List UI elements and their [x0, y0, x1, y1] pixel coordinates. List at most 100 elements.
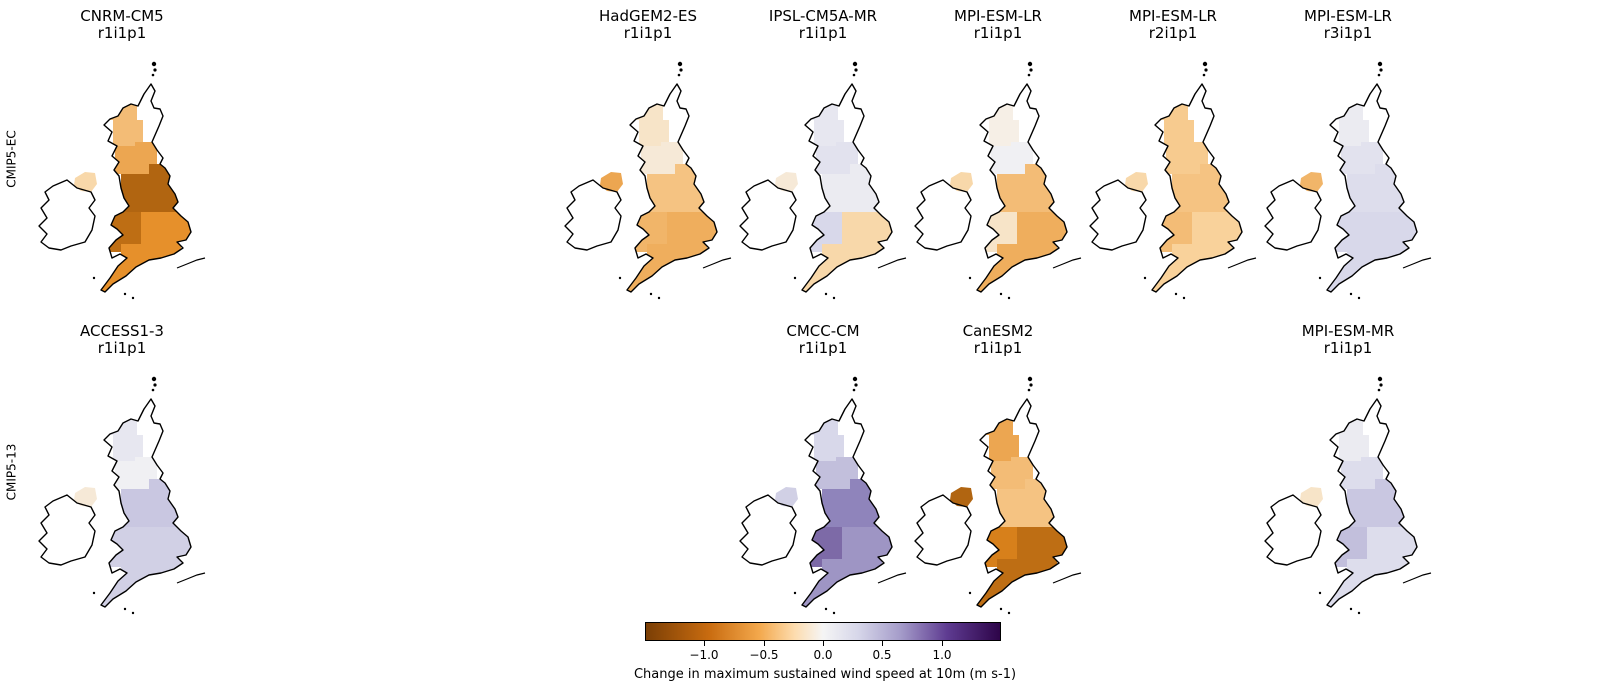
- island: [123, 607, 127, 611]
- ireland-coastline: [1089, 179, 1147, 251]
- grid-cell: [1339, 120, 1369, 146]
- uk-map: [739, 376, 907, 615]
- model-name: HadGEM2-ES: [599, 7, 697, 25]
- grid-cell: [814, 435, 844, 461]
- grid-cell: [141, 212, 191, 244]
- island: [832, 611, 836, 615]
- france-coastline: [1402, 257, 1432, 269]
- uk-map: [1089, 61, 1257, 300]
- island: [1379, 68, 1383, 72]
- model-name: CanESM2: [962, 322, 1034, 340]
- model-name: MPI-ESM-MR: [1301, 322, 1395, 340]
- panel-title: IPSL-CM5A-MR r1i1p1: [738, 8, 908, 42]
- island: [1027, 73, 1031, 77]
- island: [1143, 276, 1147, 280]
- map-panel: MPI-ESM-LR r2i1p1: [1088, 8, 1258, 301]
- island: [854, 383, 858, 387]
- island: [1377, 388, 1381, 392]
- island: [1007, 611, 1011, 615]
- island: [1202, 61, 1208, 67]
- island: [151, 73, 155, 77]
- island: [123, 292, 127, 296]
- island: [151, 61, 157, 67]
- panel-title: MPI-ESM-LR r3i1p1: [1263, 8, 1433, 42]
- run-name: r1i1p1: [798, 339, 848, 357]
- island: [618, 276, 622, 280]
- map-panel: MPI-ESM-LR r1i1p1: [913, 8, 1083, 301]
- britain-coastline: [801, 83, 893, 293]
- island: [1349, 292, 1353, 296]
- model-name: CMCC-CM: [786, 322, 860, 340]
- britain-coastline: [1326, 83, 1418, 293]
- france-coastline: [877, 572, 907, 584]
- run-name: r1i1p1: [1323, 339, 1373, 357]
- grid-cell: [1172, 174, 1200, 212]
- britain-coastline: [626, 83, 718, 293]
- island: [151, 376, 157, 382]
- island: [793, 591, 797, 595]
- run-name: r1i1p1: [973, 339, 1023, 357]
- island: [1318, 591, 1322, 595]
- grid-cell: [647, 174, 675, 212]
- island: [793, 276, 797, 280]
- panel-title: ACCESS1-3 r1i1p1: [37, 323, 207, 357]
- model-name: MPI-ESM-LR: [1304, 7, 1392, 25]
- island: [824, 292, 828, 296]
- grid-cell: [113, 120, 143, 146]
- grid-cell: [1367, 212, 1417, 244]
- uk-map: [1264, 376, 1432, 615]
- france-coastline: [877, 257, 907, 269]
- island: [1027, 376, 1033, 382]
- model-name: IPSL-CM5A-MR: [768, 7, 878, 25]
- grid-cell: [989, 435, 1019, 461]
- grid-cell: [141, 527, 191, 559]
- grid-cell: [1150, 258, 1190, 292]
- grid-cell: [1192, 212, 1242, 244]
- panel-title: MPI-ESM-MR r1i1p1: [1263, 323, 1433, 357]
- island: [1027, 61, 1033, 67]
- grid-cell: [1325, 258, 1365, 292]
- island: [852, 388, 856, 392]
- ireland-coastline: [739, 179, 797, 251]
- island: [999, 292, 1003, 296]
- panel-title: CanESM2 r1i1p1: [913, 323, 1083, 357]
- panel-title: HadGEM2-ES r1i1p1: [563, 8, 733, 42]
- map-panel: CMCC-CM r1i1p1: [738, 323, 908, 616]
- run-name: r1i1p1: [973, 24, 1023, 42]
- island: [1182, 296, 1186, 300]
- map-panel: ACCESS1-3 r1i1p1: [37, 323, 207, 616]
- france-coastline: [176, 257, 206, 269]
- map-panel: MPI-ESM-LR r3i1p1: [1263, 8, 1433, 301]
- uk-map: [38, 61, 206, 300]
- grid-cell: [99, 258, 139, 292]
- island: [824, 607, 828, 611]
- model-name: CNRM-CM5: [80, 7, 164, 25]
- island: [1027, 388, 1031, 392]
- france-coastline: [176, 572, 206, 584]
- grid-cell: [814, 120, 844, 146]
- island: [832, 296, 836, 300]
- uk-map: [564, 61, 732, 300]
- uk-map: [1264, 61, 1432, 300]
- island: [854, 68, 858, 72]
- grid-cell: [800, 573, 840, 607]
- island: [92, 591, 96, 595]
- island: [1029, 383, 1033, 387]
- island: [1204, 68, 1208, 72]
- grid-cell: [1164, 120, 1194, 146]
- run-name: r3i1p1: [1323, 24, 1373, 42]
- grid-cell: [975, 258, 1015, 292]
- uk-map: [739, 61, 907, 300]
- colorbar-tick-label: −0.5: [749, 648, 779, 662]
- island: [1377, 61, 1383, 67]
- grid-cell: [842, 527, 892, 559]
- grid-cell: [822, 489, 850, 527]
- map-panel: HadGEM2-ES r1i1p1: [563, 8, 733, 301]
- france-coastline: [1052, 257, 1082, 269]
- france-coastline: [1402, 572, 1432, 584]
- ireland-coastline: [38, 179, 96, 251]
- colorbar-tick-label: 0.0: [813, 648, 833, 662]
- island: [1349, 607, 1353, 611]
- island: [999, 607, 1003, 611]
- britain-coastline: [1151, 83, 1243, 293]
